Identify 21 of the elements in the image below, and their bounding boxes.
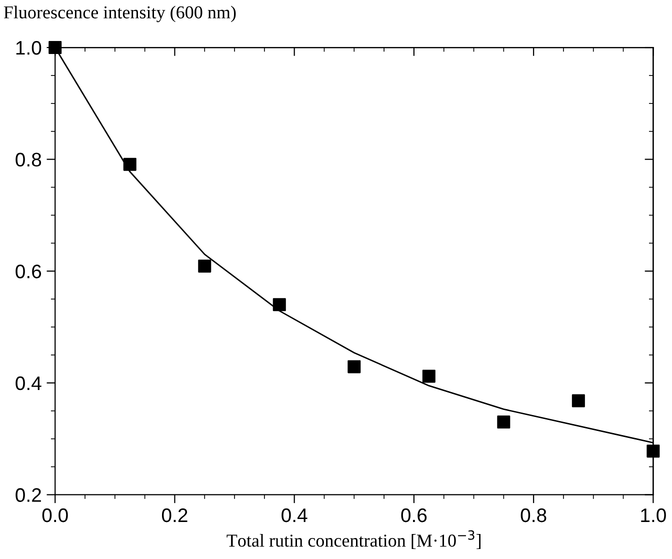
x-tick-label: 0.6 <box>401 508 427 522</box>
point <box>198 260 212 273</box>
point <box>422 370 436 383</box>
point <box>572 394 585 408</box>
y-tick-label: 0.2 <box>16 488 41 502</box>
y-tick-label: 0.4 <box>16 376 42 390</box>
point <box>123 158 136 171</box>
x-tick-label: 0.4 <box>282 508 308 522</box>
point <box>646 444 660 458</box>
x-tick-label: 0.8 <box>520 508 546 522</box>
x-tick-label: 0.2 <box>162 508 188 522</box>
point <box>348 360 361 374</box>
y-tick-label: 0.6 <box>16 264 42 278</box>
y-tick-label: 0.8 <box>16 152 42 167</box>
point <box>272 298 286 312</box>
y-axis-title: Fluorescence intensity (600 nm) <box>4 6 236 22</box>
x-axis-title: Total rutin concentration [M·10$^{−3}$] <box>226 530 481 549</box>
point <box>497 416 510 429</box>
x-tick-label: 0.0 <box>42 508 68 522</box>
y-tick-label: 1.0 <box>16 40 42 55</box>
x-tick-label: 1.0 <box>641 508 666 522</box>
